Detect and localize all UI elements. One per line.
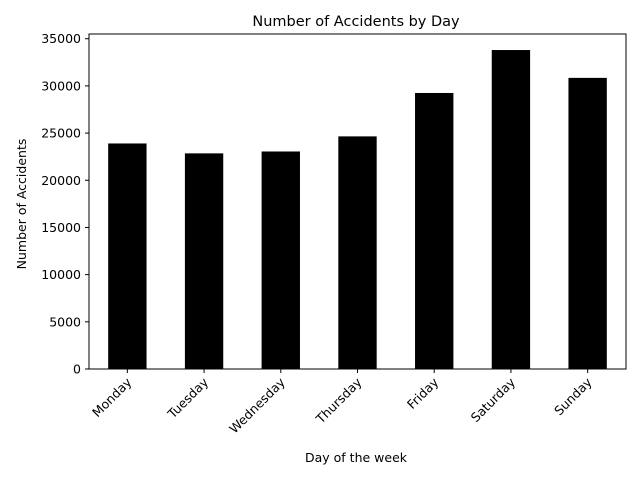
bar-thursday: [338, 136, 377, 369]
bar-sunday: [568, 77, 607, 369]
y-axis-ticks: 0 5000 10000 15000 20000 25000 30000 35000: [41, 31, 89, 377]
y-tick-label: 25000: [41, 126, 81, 141]
x-tick-label: Saturday: [468, 374, 519, 425]
y-axis-label: Number of Accidents: [14, 139, 29, 270]
y-tick-label: 5000: [49, 314, 81, 329]
y-tick-label: 30000: [41, 78, 81, 93]
bar-friday: [415, 92, 454, 369]
chart-title: Number of Accidents by Day: [252, 14, 460, 30]
y-tick-label: 15000: [41, 220, 81, 235]
bar-wednesday: [261, 151, 300, 369]
x-tick-label: Friday: [404, 374, 442, 412]
bar-monday: [108, 143, 147, 369]
x-tick-label: Sunday: [551, 374, 595, 418]
x-axis-label: Day of the week: [305, 450, 408, 465]
bar-saturday: [491, 50, 531, 369]
y-tick-label: 0: [73, 362, 81, 377]
y-tick-label: 35000: [41, 31, 81, 46]
x-tick-label: Wednesday: [226, 374, 288, 436]
x-tick-label: Tuesday: [164, 374, 212, 422]
bar-tuesday: [184, 153, 224, 369]
y-tick-label: 20000: [41, 173, 81, 188]
axes-frame: [88, 33, 627, 370]
y-tick-label: 10000: [41, 267, 81, 282]
x-tick-label: Thursday: [312, 374, 365, 427]
x-axis-ticks: Monday Tuesday Wednesday Thursday Friday Satu…: [89, 369, 595, 436]
bars-group: [108, 50, 607, 369]
x-tick-label: Monday: [89, 374, 135, 420]
